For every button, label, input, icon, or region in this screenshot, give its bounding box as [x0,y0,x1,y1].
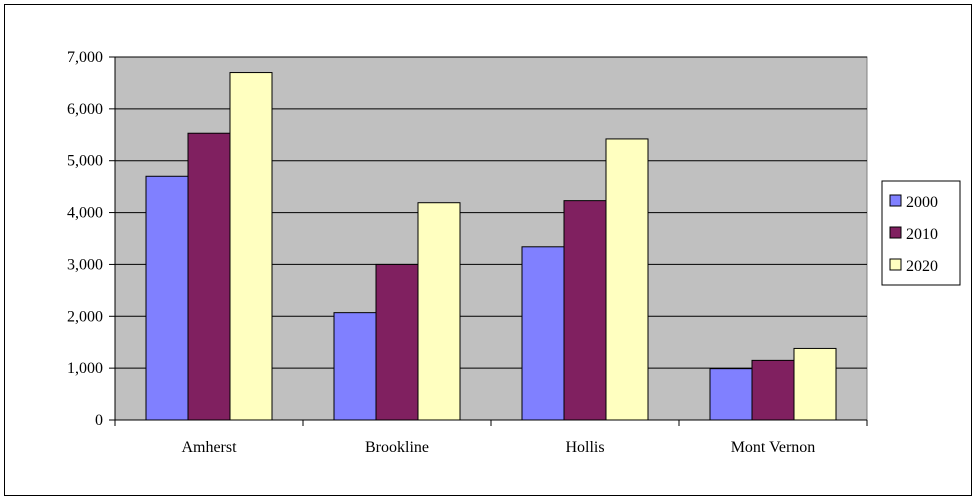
legend-swatch [889,258,902,271]
y-axis: 0 1,000 2,000 3,000 4,000 5,000 6,000 7,000 [67,49,116,429]
legend-swatch [889,226,902,239]
bar-chart: 0 1,000 2,000 3,000 4,000 5,000 6,000 7,000 Amh… [67,49,961,456]
x-tick-label: Brookline [365,439,429,456]
y-tick-label: 4,000 [67,205,103,222]
y-tick-label: 1,000 [67,360,103,377]
x-tick-label: Hollis [565,439,604,456]
y-tick-label: 0 [95,412,103,429]
bar-2010-brookline [375,263,419,421]
bars [145,72,837,421]
bar-2000-mont-vernon [709,368,753,421]
y-tick-label: 7,000 [67,49,103,66]
legend: 2000 2010 2020 [881,180,961,286]
bar-2000-brookline [333,312,377,421]
x-axis: Amherst Brookline Hollis Mont Vernon [114,419,868,456]
y-tick-label: 5,000 [67,153,103,170]
bar-2020-amherst [229,72,273,421]
legend-label: 2020 [906,258,938,275]
bar-2010-hollis [563,200,607,421]
bar-2000-hollis [521,246,565,421]
legend-swatch [889,194,902,207]
bar-2000-amherst [145,175,189,421]
bar-2020-hollis [605,138,649,421]
legend-label: 2010 [906,226,938,243]
y-tick-label: 2,000 [67,308,103,325]
x-tick-label: Mont Vernon [731,439,816,456]
bar-2010-mont-vernon [751,359,795,421]
bar-2010-amherst [187,132,231,421]
y-tick-label: 3,000 [67,256,103,273]
bar-2020-brookline [417,202,461,421]
x-tick-label: Amherst [181,439,237,456]
bar-2020-mont-vernon [793,347,837,421]
legend-label: 2000 [906,194,938,211]
y-tick-label: 6,000 [67,101,103,118]
chart-frame: 0 1,000 2,000 3,000 4,000 5,000 6,000 7,000 Amh… [4,4,972,496]
